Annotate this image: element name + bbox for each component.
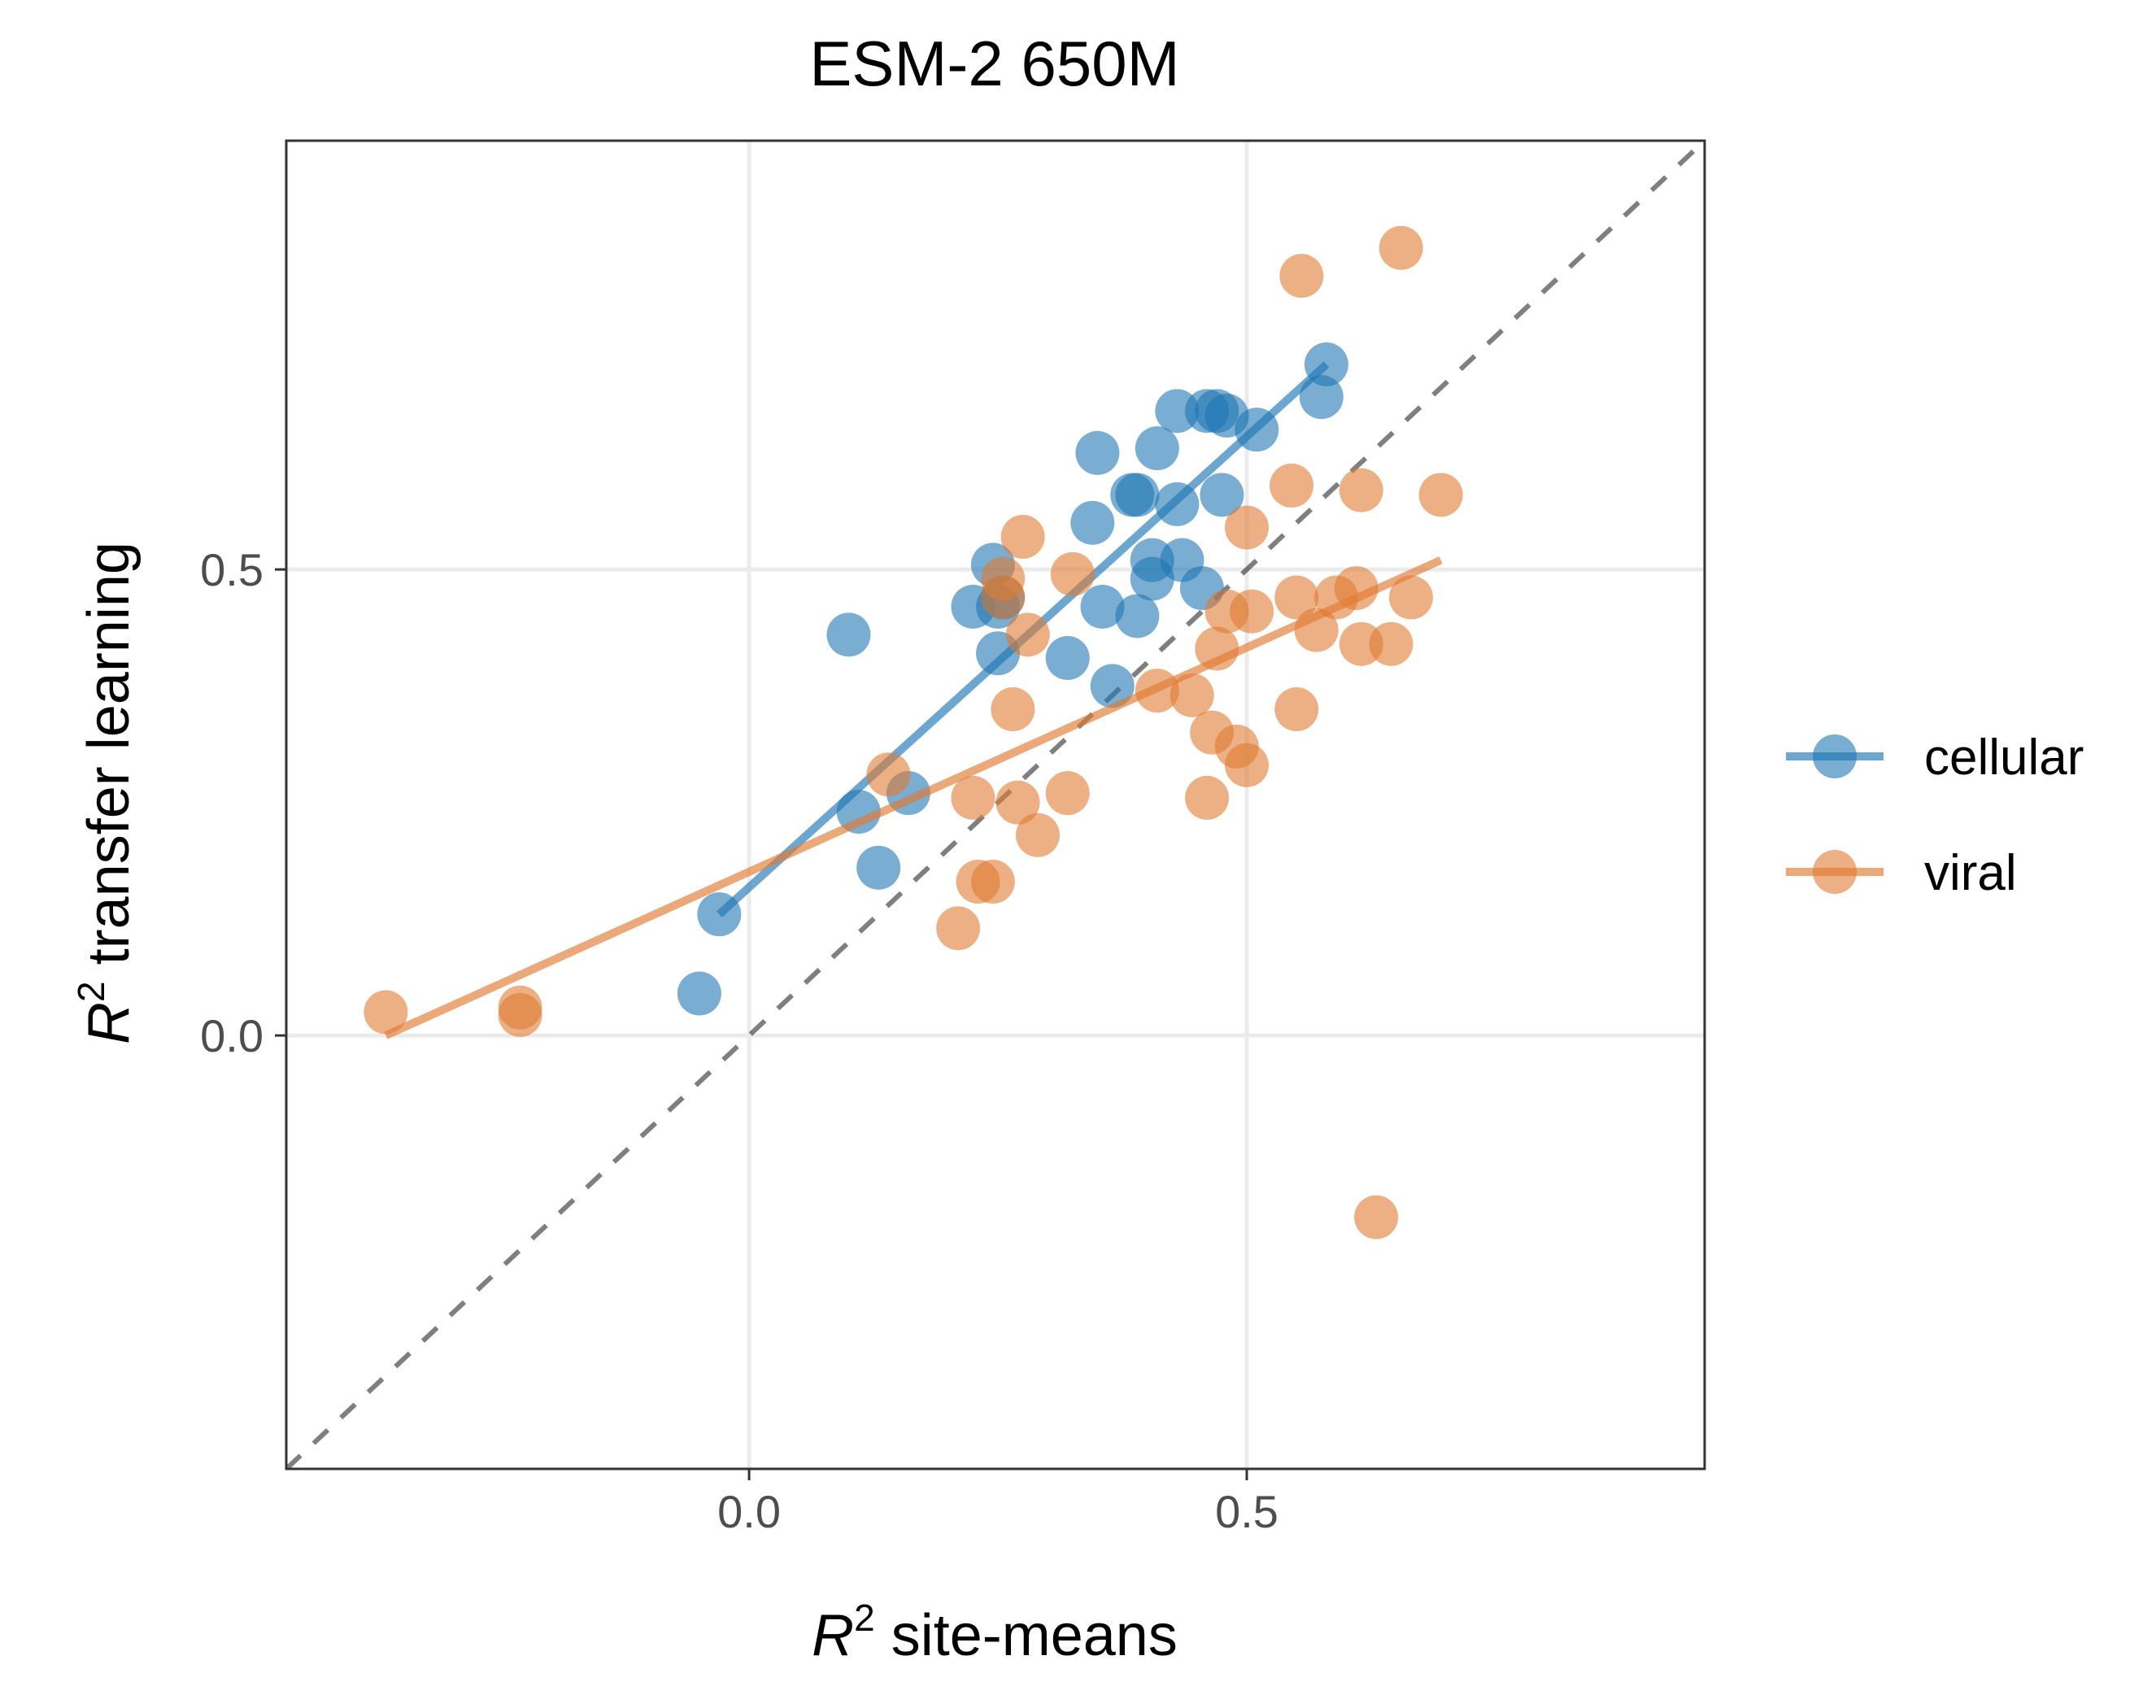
x-axis-title-symbol: R bbox=[812, 1603, 854, 1668]
cellular-point-18 bbox=[1115, 594, 1160, 638]
cellular-point-14 bbox=[1075, 430, 1120, 475]
cellular-point-11 bbox=[1045, 636, 1090, 681]
legend-label-viral: viral bbox=[1924, 845, 2017, 901]
viral-point-5 bbox=[951, 775, 995, 820]
cellular-point-17 bbox=[1115, 473, 1160, 517]
viral-point-38 bbox=[1379, 225, 1423, 270]
viral-point-14 bbox=[1016, 813, 1061, 857]
viral-point-3 bbox=[866, 752, 911, 797]
viral-point-15 bbox=[1045, 771, 1090, 816]
viral-point-34 bbox=[1339, 468, 1383, 512]
chart-title: ESM-2 650M bbox=[809, 28, 1179, 99]
viral-point-36 bbox=[1354, 1195, 1399, 1240]
x-axis-title-exponent: 2 bbox=[854, 1597, 875, 1639]
y-axis-title-text: transfer learning bbox=[76, 542, 142, 981]
legend: cellular viral bbox=[1786, 730, 2084, 901]
viral-point-7 bbox=[970, 860, 1015, 904]
series-viral bbox=[364, 225, 1463, 1240]
legend-key-point-viral bbox=[1813, 850, 1857, 894]
viral-point-10 bbox=[991, 687, 1035, 732]
viral-point-29 bbox=[1274, 687, 1319, 732]
viral-point-40 bbox=[1418, 473, 1463, 517]
cellular-point-0 bbox=[677, 971, 721, 1016]
viral-point-37 bbox=[1369, 621, 1413, 666]
legend-key-point-cellular bbox=[1813, 734, 1857, 778]
cellular-point-21 bbox=[1135, 426, 1179, 471]
viral-fit-line bbox=[384, 556, 1443, 1039]
viral-point-18 bbox=[1169, 673, 1214, 717]
plot-content bbox=[286, 141, 1705, 1469]
cellular-point-4 bbox=[856, 845, 901, 890]
viral-point-30 bbox=[1279, 254, 1324, 298]
y-axis-title: R2 transfer learning bbox=[70, 542, 142, 1044]
cellular-point-2 bbox=[826, 612, 871, 657]
cellular-point-28 bbox=[1200, 473, 1244, 517]
legend-label-cellular: cellular bbox=[1924, 730, 2084, 786]
legend-item-cellular: cellular bbox=[1786, 730, 2084, 786]
viral-point-13 bbox=[1005, 612, 1050, 657]
viral-point-4 bbox=[936, 906, 981, 951]
viral-point-19 bbox=[1185, 775, 1230, 820]
y-axis-title-exponent: 2 bbox=[70, 981, 112, 1002]
x-axis-title-text: site-means bbox=[875, 1603, 1178, 1668]
viral-point-12 bbox=[1000, 515, 1045, 560]
panel-border bbox=[285, 139, 1706, 1471]
viral-point-2 bbox=[498, 992, 542, 1037]
viral-point-26 bbox=[1230, 589, 1274, 634]
cellular-point-12 bbox=[1070, 500, 1115, 545]
viral-point-11 bbox=[995, 780, 1040, 825]
y-axis-title-symbol: R bbox=[76, 1002, 142, 1044]
viral-point-39 bbox=[1388, 575, 1433, 620]
cellular-point-15 bbox=[1090, 664, 1135, 708]
viral-point-27 bbox=[1270, 464, 1314, 508]
legend-item-viral: viral bbox=[1786, 845, 2017, 901]
cellular-point-13 bbox=[1080, 584, 1125, 629]
x-tick-label-0: 0.0 bbox=[717, 1486, 781, 1537]
viral-point-25 bbox=[1225, 505, 1270, 550]
x-axis-title: R2 site-means bbox=[812, 1597, 1178, 1668]
plot-panel: 0.0 0.5 0.0 0.5 bbox=[200, 139, 1706, 1537]
viral-point-0 bbox=[364, 990, 408, 1035]
y-tick-label-1: 0.5 bbox=[200, 544, 264, 595]
viral-point-24 bbox=[1225, 743, 1270, 787]
viral-point-16 bbox=[1050, 551, 1095, 596]
x-tick-label-1: 0.5 bbox=[1215, 1486, 1278, 1537]
viral-point-28 bbox=[1274, 575, 1319, 620]
viral-point-9 bbox=[981, 556, 1026, 601]
y-tick-label-0: 0.0 bbox=[200, 1010, 264, 1061]
cellular-point-31 bbox=[1299, 375, 1344, 420]
identity-line bbox=[286, 141, 1705, 1469]
